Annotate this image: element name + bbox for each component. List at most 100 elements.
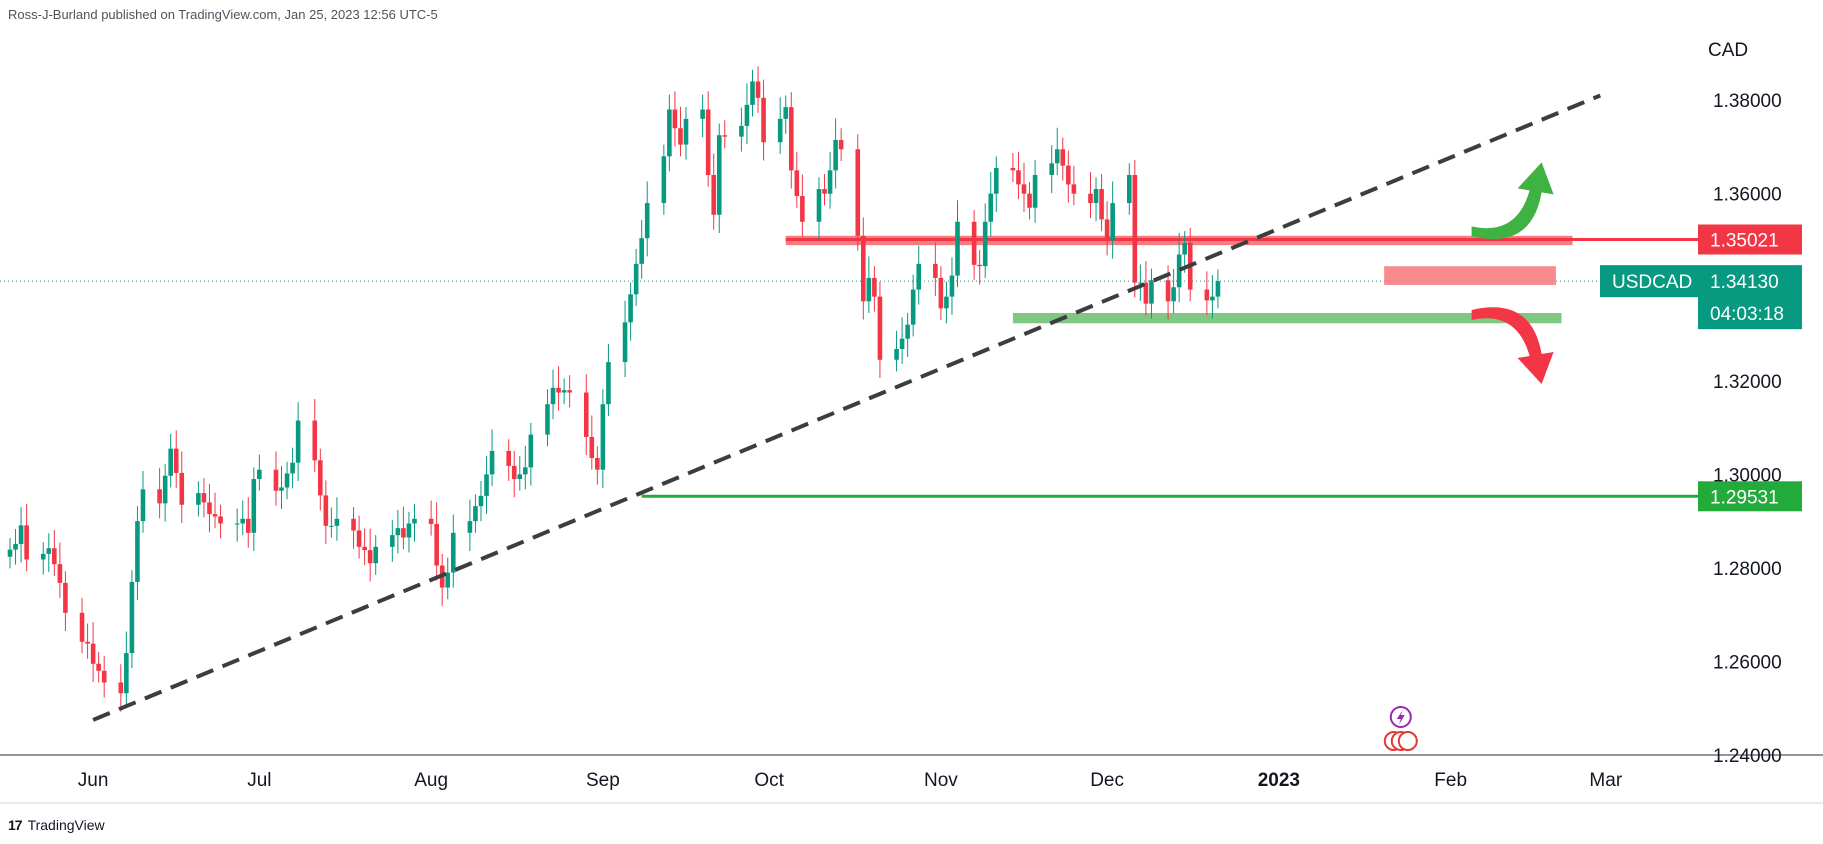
candle-body[interactable] [1182, 242, 1187, 255]
candle-body[interactable] [329, 525, 334, 527]
candle-body[interactable] [750, 81, 755, 105]
candle-body[interactable] [755, 81, 761, 98]
candle-body[interactable] [295, 420, 301, 463]
candle-body[interactable] [323, 495, 329, 526]
candle-body[interactable] [1110, 203, 1115, 241]
candle-body[interactable] [406, 523, 412, 538]
candle-body[interactable] [57, 564, 63, 583]
candle-body[interactable] [838, 139, 844, 150]
tradingview-footer[interactable]: 17 TradingView [8, 817, 105, 833]
candle-body[interactable] [18, 525, 24, 545]
candle-body[interactable] [1210, 296, 1215, 301]
candle-body[interactable] [1138, 282, 1143, 284]
candle-body[interactable] [872, 277, 877, 297]
zone-1[interactable] [1384, 266, 1556, 285]
candle-body[interactable] [1032, 175, 1038, 208]
candle-body[interactable] [827, 170, 833, 194]
candle-body[interactable] [473, 506, 478, 522]
candle-body[interactable] [450, 532, 456, 573]
candle-body[interactable] [478, 495, 484, 507]
candle-body[interactable] [85, 641, 90, 644]
candle-body[interactable] [1071, 184, 1077, 194]
candle-body[interactable] [761, 97, 766, 143]
candle-body[interactable] [916, 263, 922, 290]
candle-body[interactable] [1016, 170, 1021, 185]
candle-body[interactable] [401, 528, 406, 538]
candle-body[interactable] [312, 420, 318, 461]
candle-body[interactable] [672, 109, 678, 129]
candle-body[interactable] [273, 469, 279, 491]
candle-body[interactable] [279, 487, 284, 491]
candle-body[interactable] [639, 238, 644, 264]
candle-body[interactable] [412, 518, 417, 524]
candle-body[interactable] [201, 493, 207, 503]
candle-body[interactable] [977, 264, 982, 267]
candle-body[interactable] [938, 277, 944, 309]
candle-body[interactable] [140, 489, 146, 522]
candle-body[interactable] [606, 362, 611, 405]
candle-body[interactable] [1204, 289, 1210, 301]
candle-body[interactable] [118, 682, 124, 694]
candle-body[interactable] [971, 221, 977, 265]
candle-body[interactable] [373, 546, 379, 564]
canada-flag-icon[interactable] [1397, 731, 1418, 751]
candle-body[interactable] [52, 548, 57, 565]
candle-body[interactable] [705, 109, 711, 175]
candle-body[interactable] [678, 128, 683, 145]
candle-body[interactable] [744, 104, 750, 126]
candle-body[interactable] [390, 535, 395, 547]
candle-body[interactable] [567, 390, 572, 393]
candle-body[interactable] [234, 523, 240, 525]
candle-body[interactable] [157, 489, 162, 504]
candle-body[interactable] [7, 549, 13, 557]
candle-body[interactable] [334, 518, 340, 526]
candle-body[interactable] [955, 221, 960, 276]
candle-body[interactable] [1060, 149, 1066, 166]
candle-body[interactable] [96, 663, 101, 671]
candle-body[interactable] [173, 448, 179, 473]
candle-body[interactable] [1132, 175, 1138, 283]
candle-body[interactable] [523, 467, 528, 475]
candle-body[interactable] [257, 469, 262, 480]
candle-body[interactable] [783, 107, 789, 119]
candle-body[interactable] [506, 450, 511, 466]
candle-body[interactable] [1171, 287, 1176, 302]
candle-body[interactable] [428, 518, 434, 524]
candle-body[interactable] [129, 581, 135, 654]
candle-body[interactable] [628, 294, 633, 323]
candle-body[interactable] [445, 572, 451, 588]
candle-body[interactable] [667, 109, 672, 157]
candle-body[interactable] [600, 404, 606, 470]
candle-body[interactable] [135, 521, 140, 582]
candle-body[interactable] [40, 553, 46, 560]
candle-body[interactable] [595, 457, 600, 470]
candle-body[interactable] [124, 653, 129, 694]
candle-body[interactable] [90, 643, 96, 664]
candle-body[interactable] [855, 149, 861, 236]
candle-body[interactable] [1176, 254, 1182, 288]
candle-body[interactable] [700, 109, 705, 119]
candle-body[interactable] [1149, 280, 1154, 304]
candle-body[interactable] [517, 474, 523, 480]
candle-body[interactable] [484, 474, 489, 496]
candle-body[interactable] [1088, 193, 1093, 204]
candle-body[interactable] [240, 518, 246, 524]
candle-body[interactable] [162, 475, 168, 504]
candle-body[interactable] [861, 235, 866, 302]
candle-body[interactable] [251, 479, 257, 533]
candle-body[interactable] [63, 582, 68, 613]
candle-body[interactable] [556, 387, 561, 393]
candle-body[interactable] [1049, 163, 1055, 175]
candle-body[interactable] [207, 502, 212, 515]
candle-body[interactable] [1021, 184, 1027, 194]
candle-body[interactable] [212, 514, 218, 517]
candle-body[interactable] [1099, 189, 1104, 220]
candle-body[interactable] [622, 322, 628, 363]
candle-body[interactable] [79, 612, 85, 642]
candle-body[interactable] [362, 546, 367, 551]
candle-body[interactable] [894, 349, 899, 360]
zone-2[interactable] [1012, 312, 1562, 324]
candle-body[interactable] [196, 493, 201, 505]
candle-body[interactable] [739, 125, 744, 137]
candle-body[interactable] [716, 135, 722, 215]
